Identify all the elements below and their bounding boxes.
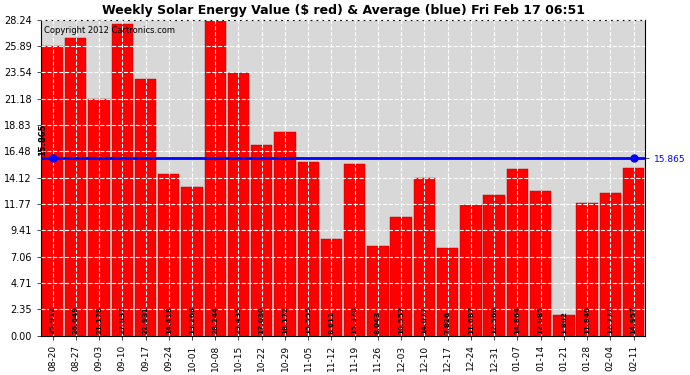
Text: 12.885: 12.885 (538, 306, 544, 334)
Bar (251, 145, 273, 336)
Text: 11.840: 11.840 (584, 306, 590, 334)
Bar (297, 162, 319, 336)
Bar (65, 38, 86, 336)
Bar (506, 170, 528, 336)
Bar (88, 99, 110, 336)
Text: 18.172: 18.172 (282, 306, 288, 334)
Text: 14.957: 14.957 (631, 306, 637, 334)
Bar (274, 132, 295, 336)
Title: Weekly Solar Energy Value ($ red) & Average (blue) Fri Feb 17 06:51: Weekly Solar Energy Value ($ red) & Aver… (101, 4, 584, 17)
Text: 12.560: 12.560 (491, 306, 497, 334)
Bar (321, 239, 342, 336)
Text: 15.378: 15.378 (352, 306, 357, 334)
Text: 8.043: 8.043 (375, 311, 381, 334)
Text: 26.649: 26.649 (73, 306, 79, 334)
Bar (367, 246, 388, 336)
Bar (437, 248, 458, 336)
Bar (530, 192, 551, 336)
Text: 14.077: 14.077 (422, 306, 427, 334)
Text: 21.178: 21.178 (96, 306, 102, 334)
Text: 14.418: 14.418 (166, 306, 172, 334)
Bar (484, 195, 505, 336)
Bar (181, 187, 203, 336)
Text: Copyright 2012 Cartronics.com: Copyright 2012 Cartronics.com (44, 26, 175, 35)
Text: 23.435: 23.435 (235, 306, 242, 334)
Bar (460, 205, 482, 336)
Text: 15.865: 15.865 (38, 123, 47, 156)
Bar (414, 178, 435, 336)
Bar (158, 174, 179, 336)
Bar (391, 217, 412, 336)
Bar (623, 168, 644, 336)
Bar (576, 203, 598, 336)
Text: 28.244: 28.244 (213, 306, 218, 334)
Bar (553, 315, 575, 336)
Text: 14.864: 14.864 (514, 306, 520, 334)
Bar (135, 79, 156, 336)
Text: 17.030: 17.030 (259, 306, 265, 334)
Text: 27.837: 27.837 (119, 306, 126, 334)
Text: 12.777: 12.777 (607, 306, 613, 334)
Text: 13.268: 13.268 (189, 306, 195, 334)
Text: 7.826: 7.826 (444, 311, 451, 334)
Text: 15.555: 15.555 (305, 306, 311, 334)
Bar (228, 74, 249, 336)
Bar (112, 24, 133, 336)
Bar (600, 193, 621, 336)
Bar (204, 20, 226, 336)
Text: 22.931: 22.931 (143, 306, 148, 334)
Text: 1.802: 1.802 (561, 311, 567, 334)
Bar (42, 46, 63, 336)
Text: 25.912: 25.912 (50, 306, 56, 334)
Text: 10.557: 10.557 (398, 306, 404, 334)
Bar (344, 164, 366, 336)
Text: 8.611: 8.611 (328, 311, 335, 334)
Text: 11.687: 11.687 (468, 306, 474, 334)
